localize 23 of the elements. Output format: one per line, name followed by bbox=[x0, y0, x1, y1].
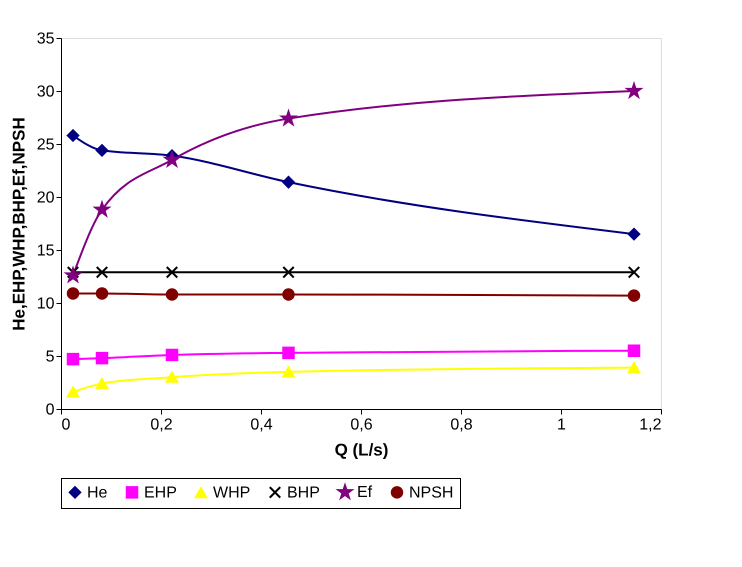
x-tick-label: 0,8 bbox=[450, 416, 473, 434]
y-tick-label: 10 bbox=[36, 296, 55, 312]
x-tick-label: 1,2 bbox=[639, 416, 662, 434]
y-axis-title: He,EHP,WHP,BHP,Ef,NPSH bbox=[10, 117, 29, 331]
y-tick-label: 20 bbox=[36, 190, 55, 206]
x-tick-label: 0,6 bbox=[350, 416, 373, 434]
y-tick-label: 35 bbox=[36, 30, 55, 48]
x-tick-label: 0 bbox=[62, 416, 70, 434]
x-tick-label: 0,2 bbox=[150, 416, 173, 434]
legend-label: NPSH bbox=[409, 484, 454, 502]
legend-label: BHP bbox=[287, 484, 320, 502]
y-tick-label: 15 bbox=[36, 242, 55, 260]
x-tick-label: 0,4 bbox=[250, 416, 273, 434]
legend-label: He bbox=[87, 484, 108, 502]
y-tick-label: 30 bbox=[36, 84, 55, 100]
x-axis-title: Q (L/s) bbox=[334, 440, 388, 460]
legend-label: EHP bbox=[144, 484, 177, 502]
y-tick-label: 5 bbox=[46, 348, 55, 366]
y-tick-label: 25 bbox=[36, 136, 55, 154]
legend-label: Ef bbox=[357, 484, 373, 502]
y-tick-label: 0 bbox=[46, 402, 55, 418]
legend-label: WHP bbox=[213, 484, 250, 502]
x-tick-label: 1 bbox=[557, 416, 566, 434]
